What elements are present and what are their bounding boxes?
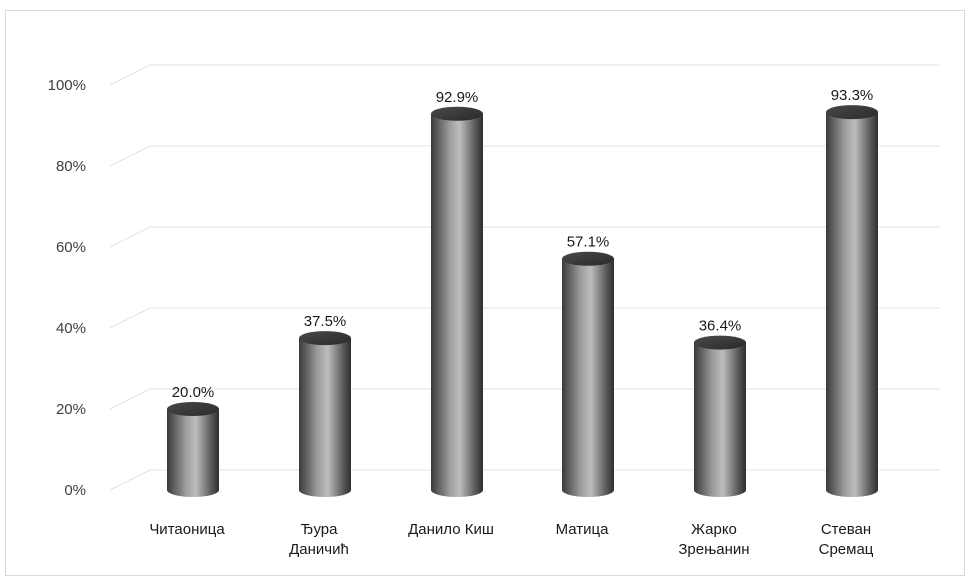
bar-body [431,113,483,497]
x-axis-categories: Читаоница Ђура Даничић Данило Киш Матица Жарк… [149,521,873,558]
bar-top [167,402,219,416]
gridlines [109,64,940,491]
bar-body [694,342,746,497]
y-tick-label: 80% [56,158,86,175]
category-label: Читаоница [149,521,225,538]
category-label: Даничић [289,541,349,558]
data-label: 93.3% [831,87,874,104]
data-labels: 20.0% 37.5% 92.9% 57.1% 36.4% 93.3% [172,87,874,401]
y-tick-label: 100% [48,77,86,94]
data-label: 92.9% [436,89,479,106]
category-label: Зрењанин [678,541,749,558]
bar-body [299,338,351,497]
category-label: Стеван [821,521,871,538]
gridline-depth [109,469,151,491]
bar-top [562,251,614,266]
bar [826,105,878,497]
y-tick-label: 60% [56,239,86,256]
category-label: Сремац [819,541,874,558]
bar-top [431,106,483,121]
bar [431,106,483,497]
y-axis-ticks: 0% 20% 40% 60% 80% 100% [48,77,86,499]
gridline-depth [109,307,151,329]
data-label: 20.0% [172,384,215,401]
gridline-depth [109,226,151,248]
bar-body [562,258,614,497]
y-tick-label: 0% [64,482,86,499]
bar-top [299,331,351,346]
chart-frame [5,10,965,576]
y-tick-label: 20% [56,401,86,418]
data-label: 57.1% [567,234,610,251]
bar-body [826,112,878,497]
gridline-depth [109,145,151,167]
category-label: Данило Киш [408,521,494,538]
bar [167,402,219,497]
category-label: Жарко [691,521,737,538]
bar-top [694,335,746,350]
category-label: Матица [556,521,610,538]
bar-top [826,105,878,120]
data-label: 37.5% [304,313,347,330]
category-label: Ђура [301,521,339,538]
gridline-depth [109,64,151,86]
bar [562,251,614,497]
bar [299,331,351,497]
bars [167,105,878,497]
bar [694,335,746,497]
data-label: 36.4% [699,318,742,335]
bar-body [167,409,219,497]
y-tick-label: 40% [56,320,86,337]
gridline-depth [109,388,151,410]
